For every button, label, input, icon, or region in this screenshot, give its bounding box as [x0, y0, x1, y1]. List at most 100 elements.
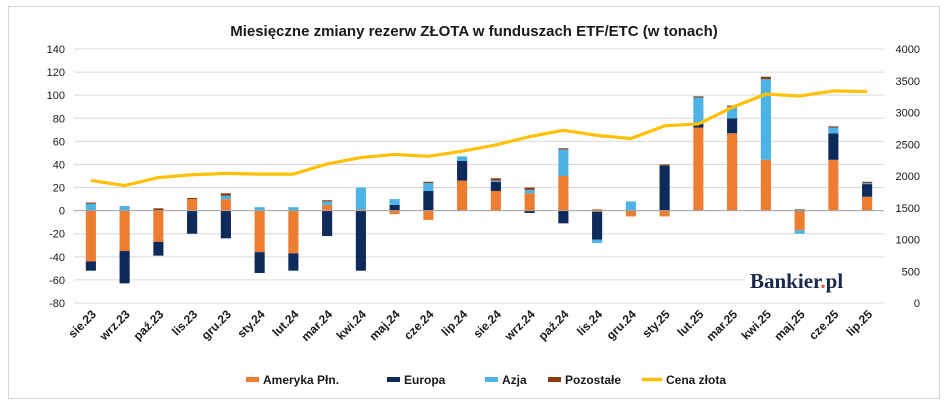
bar-segment: [153, 241, 164, 256]
bar-segment: [828, 133, 839, 160]
x-tick-label: gru.23: [199, 307, 235, 343]
bar-segment: [187, 197, 198, 200]
bar-segment: [322, 204, 333, 211]
bar-segment: [490, 191, 501, 211]
bar-segment: [119, 206, 130, 211]
bar-segment: [760, 76, 771, 80]
x-tick-label: cze.25: [806, 307, 842, 343]
bar-segment: [727, 106, 738, 119]
bar-segment: [254, 252, 265, 273]
bar-segment: [85, 261, 96, 271]
y-tick-label: -40: [49, 252, 65, 264]
chart-frame: Miesięczne zmiany rezerw ZŁOTA w fundusz…: [8, 6, 940, 399]
bar-segment: [625, 210, 636, 217]
bar-segment: [220, 199, 231, 211]
bar-segment: [524, 210, 535, 213]
bar-segment: [220, 210, 231, 239]
bar-segment: [423, 191, 434, 211]
y2-tick-label: 500: [902, 266, 920, 278]
y2-tick-label: 4000: [896, 44, 920, 56]
chart-title: Miesięczne zmiany rezerw ZŁOTA w fundusz…: [230, 23, 718, 40]
bar-segment: [355, 209, 366, 211]
bar-segment: [625, 201, 636, 211]
y2-tick-label: 1500: [896, 203, 920, 215]
x-tick-label: paź.24: [536, 307, 572, 343]
bar-segment: [693, 97, 704, 125]
legend-label: Azja: [502, 373, 527, 387]
legend-label: Ameryka Płn.: [263, 373, 339, 387]
bar-segment: [322, 210, 333, 237]
bar-segment: [288, 253, 299, 271]
x-tick-label: kwi.24: [334, 307, 370, 343]
bar-segment: [355, 210, 366, 271]
gold-price-line: [90, 89, 868, 188]
x-tick-label: lis.23: [169, 307, 200, 338]
y-tick-label: 60: [53, 136, 65, 148]
bar-segment: [862, 196, 873, 211]
bar-segment: [85, 203, 96, 211]
bar-segment: [727, 118, 738, 134]
bar-segment: [254, 207, 265, 211]
bar-segment: [659, 165, 670, 211]
bar-segment: [423, 182, 434, 192]
bar-segment: [862, 184, 873, 197]
bar-segment: [254, 210, 265, 253]
x-tick-label: lut.25: [674, 307, 706, 339]
bar-segment: [119, 251, 130, 284]
legend-swatch: [485, 377, 498, 382]
bar-segment: [457, 180, 468, 211]
bar-segment: [187, 210, 198, 234]
bar-segment: [187, 199, 198, 211]
bar-segment: [592, 209, 603, 211]
bar-segment: [727, 133, 738, 211]
bar-segment: [153, 208, 164, 211]
x-tick-label: mar.25: [703, 307, 740, 344]
bar-segment: [220, 195, 231, 200]
bar-segment: [389, 210, 400, 215]
x-tick-label: lip.25: [844, 307, 876, 339]
y-tick-label: 120: [47, 67, 65, 79]
bar-segment: [592, 211, 603, 240]
bankier-logo: Bankier.pl: [745, 260, 895, 302]
bar-segment: [355, 187, 366, 210]
logo-text: Bankier.pl: [750, 269, 843, 293]
x-tick-label: maj.25: [771, 307, 808, 344]
bar-segment: [524, 189, 535, 194]
y-tick-label: -60: [49, 275, 65, 287]
bar-segment: [457, 160, 468, 181]
y-tick-label: -80: [49, 298, 65, 310]
bar-segment: [760, 79, 771, 160]
bar-segment: [693, 127, 704, 211]
y-tick-label: -20: [49, 229, 65, 241]
bar-segment: [794, 210, 805, 231]
bar-segment: [794, 230, 805, 234]
y-tick-label: 0: [59, 206, 65, 218]
bar-segment: [828, 127, 839, 134]
bar-segment: [592, 210, 603, 212]
bar-segment: [862, 181, 873, 183]
bar-segment: [288, 210, 299, 254]
y-tick-label: 140: [47, 44, 65, 56]
bar-segment: [322, 200, 333, 202]
y2-tick-label: 2000: [896, 171, 920, 183]
legend-swatch: [246, 377, 259, 382]
bar-segment: [490, 180, 501, 182]
bar-segment: [423, 210, 434, 220]
bar-segment: [490, 181, 501, 192]
x-tick-label: mar.24: [298, 307, 335, 344]
bar-segment: [85, 210, 96, 262]
y-tick-label: 100: [47, 90, 65, 102]
legend: Ameryka Płn. Europa Azja Pozostałe Cena złot…: [246, 373, 726, 387]
bar-segment: [828, 159, 839, 211]
bar-segment: [119, 210, 130, 252]
y-tick-label: 80: [53, 113, 65, 125]
bar-segment: [220, 193, 231, 196]
bar-segment: [558, 176, 569, 211]
bar-segment: [288, 207, 299, 211]
y2-tick-label: 3500: [896, 76, 920, 88]
bar-segment: [659, 210, 670, 217]
x-tick-label: maj.24: [366, 307, 403, 344]
gold-price-series: [90, 89, 868, 188]
bar-segment: [524, 193, 535, 211]
